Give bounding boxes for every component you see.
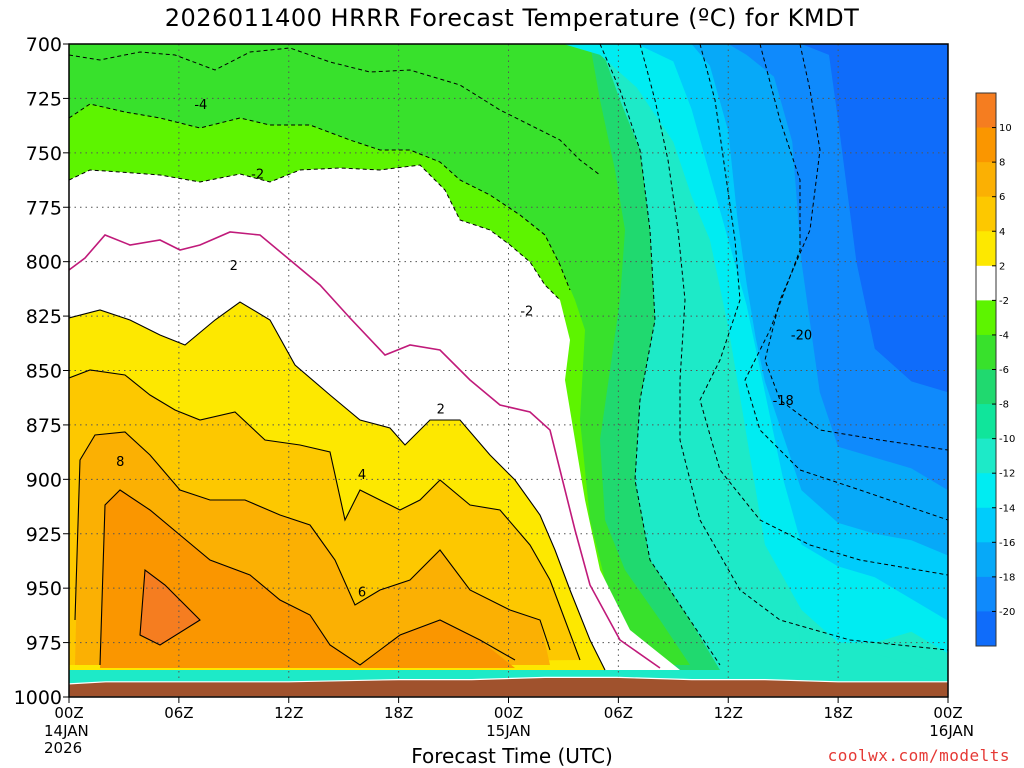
colorbar-swatch xyxy=(976,404,996,440)
y-tick-label: 700 xyxy=(26,34,62,56)
fill-band-10 xyxy=(140,570,200,645)
fill-band-8 xyxy=(100,490,515,668)
colorbar-label: -10 xyxy=(999,434,1015,445)
x-axis: 00Z 06Z 12Z 18Z 00Z 06Z 12Z 18Z 00Z14JAN202615JA… xyxy=(44,697,974,757)
grid-lines xyxy=(69,44,948,697)
x-date-label: 14JAN xyxy=(44,722,89,740)
colorbar-label: -8 xyxy=(999,400,1009,411)
y-tick-label: 850 xyxy=(26,361,62,383)
colorbar-label: 4 xyxy=(999,227,1005,238)
colorbar-label: -14 xyxy=(999,503,1015,514)
colorbar-label: -20 xyxy=(999,607,1015,618)
x-tick-label: 06Z xyxy=(164,704,193,722)
y-tick-label: 750 xyxy=(26,143,62,165)
colorbar-swatch xyxy=(976,127,996,163)
contour-label: 2 xyxy=(437,403,445,418)
colorbar-swatch xyxy=(976,162,996,198)
colorbar-swatch xyxy=(976,231,996,267)
y-tick-label: 950 xyxy=(26,578,62,600)
credit-link[interactable]: coolwx.com/modelts xyxy=(827,746,1010,765)
colorbar-swatch xyxy=(976,611,996,647)
contour-label: 6 xyxy=(358,586,366,601)
x-date-label: 16JAN xyxy=(929,722,974,740)
colorbar-label: 10 xyxy=(999,123,1012,134)
colorbar-swatch xyxy=(976,473,996,509)
contour-label-layer: -4 -2 2 2 4 6 8 -2 -20 -18 xyxy=(116,98,812,601)
y-tick-label: 900 xyxy=(26,469,62,491)
x-tick-label: 00Z xyxy=(494,704,523,722)
colorbar-label: -16 xyxy=(999,538,1015,549)
x-date-label: 2026 xyxy=(44,739,82,757)
x-tick-label: 12Z xyxy=(274,704,303,722)
colorbar-label: -6 xyxy=(999,365,1009,376)
x-tick-label: 00Z xyxy=(933,704,962,722)
y-tick-label: 800 xyxy=(26,252,62,274)
colorbar-swatch xyxy=(976,438,996,474)
colorbar-label: -12 xyxy=(999,469,1015,480)
contour-label: -4 xyxy=(194,98,207,113)
x-tick-label: 06Z xyxy=(604,704,633,722)
x-tick-label: 00Z xyxy=(54,704,83,722)
colorbar-label: 6 xyxy=(999,192,1005,203)
y-tick-label: 925 xyxy=(26,524,62,546)
x-axis-label: Forecast Time (UTC) xyxy=(411,744,613,768)
contour-lines xyxy=(69,44,948,671)
colorbar-label: -2 xyxy=(999,296,1009,307)
colorbar-swatch xyxy=(976,507,996,543)
colorbar-swatch xyxy=(976,542,996,578)
contour-label: -2 xyxy=(251,168,264,183)
y-tick-label: 775 xyxy=(26,197,62,219)
colorbar-swatch xyxy=(976,300,996,336)
y-tick-label: 975 xyxy=(26,633,62,655)
contour-label: 2 xyxy=(230,259,238,274)
colorbar-swatch xyxy=(976,334,996,370)
fill-region--20 xyxy=(801,44,948,393)
terrain-fill xyxy=(69,676,948,697)
colorbar-label: 2 xyxy=(999,261,1005,272)
y-tick-label: 875 xyxy=(26,415,62,437)
colorbar-label: 8 xyxy=(999,158,1005,169)
contour-label: -18 xyxy=(773,394,794,409)
temperature-fill-layer xyxy=(69,44,948,697)
y-axis: 700 725 750 775 800 825 850 875 900 925 950 975 1000 xyxy=(14,34,69,709)
contour-label: 8 xyxy=(116,455,124,470)
contour-label: -2 xyxy=(520,305,533,320)
colorbar: 10 8 6 4 2 -2 -4 -6 -8 -10 -12 -14 -16 -18 -20 xyxy=(975,92,1015,647)
x-date-label: 15JAN xyxy=(486,722,531,740)
y-tick-label: 725 xyxy=(26,88,62,110)
x-tick-label: 18Z xyxy=(823,704,852,722)
chart-title: 2026011400 HRRR Forecast Temperature (ºC… xyxy=(164,4,860,32)
colorbar-swatch xyxy=(976,196,996,232)
contour-label: 4 xyxy=(358,468,366,483)
contour-label: -20 xyxy=(791,329,812,344)
colorbar-swatch xyxy=(976,265,996,301)
colorbar-swatch xyxy=(976,93,996,129)
y-tick-label: 1000 xyxy=(14,687,62,709)
colorbar-label: -4 xyxy=(999,330,1009,341)
colorbar-swatch xyxy=(976,369,996,405)
x-tick-label: 18Z xyxy=(384,704,413,722)
y-tick-label: 825 xyxy=(26,306,62,328)
colorbar-label: -18 xyxy=(999,572,1015,583)
colorbar-swatch xyxy=(976,576,996,612)
x-tick-label: 12Z xyxy=(714,704,743,722)
